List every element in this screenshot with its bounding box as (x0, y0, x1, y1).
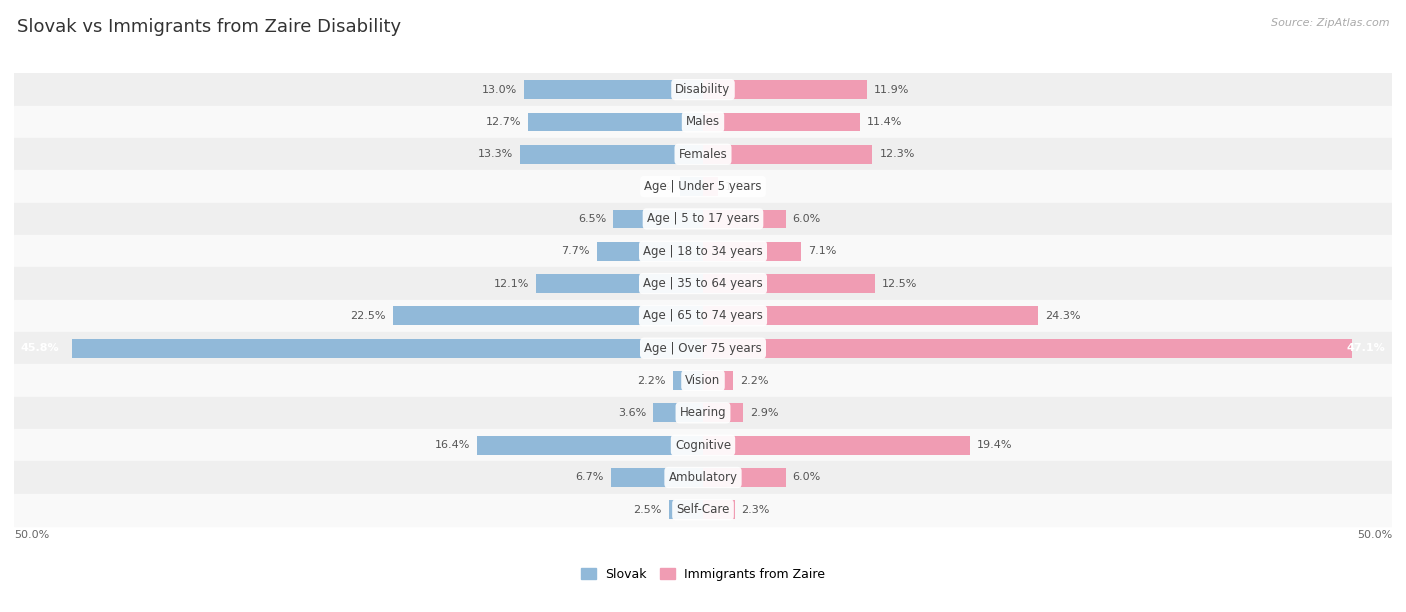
Bar (529, 113, 703, 132)
Text: 3.6%: 3.6% (619, 408, 647, 418)
Bar (14, 332, 1392, 364)
Text: Age | Under 5 years: Age | Under 5 years (644, 180, 762, 193)
Text: Females: Females (679, 147, 727, 161)
Bar (703, 339, 1353, 357)
Bar (703, 80, 868, 99)
Bar (14, 429, 1392, 461)
Text: 2.5%: 2.5% (633, 505, 662, 515)
Bar (703, 436, 970, 455)
Bar (14, 73, 1392, 106)
Bar (14, 364, 1392, 397)
Text: 6.0%: 6.0% (793, 214, 821, 224)
Bar (14, 138, 1392, 170)
Text: Cognitive: Cognitive (675, 439, 731, 452)
Text: 12.3%: 12.3% (879, 149, 915, 159)
Text: 13.0%: 13.0% (482, 84, 517, 95)
Text: Disability: Disability (675, 83, 731, 96)
Bar (703, 501, 735, 519)
Text: 2.9%: 2.9% (749, 408, 779, 418)
Bar (14, 397, 1392, 429)
Bar (679, 177, 703, 196)
Text: 12.5%: 12.5% (882, 278, 918, 288)
Text: 2.2%: 2.2% (637, 376, 666, 386)
Bar (598, 242, 703, 261)
Text: Age | 35 to 64 years: Age | 35 to 64 years (643, 277, 763, 290)
Bar (703, 145, 873, 163)
Bar (703, 209, 786, 228)
Bar (14, 461, 1392, 494)
Bar (72, 339, 703, 357)
Text: Source: ZipAtlas.com: Source: ZipAtlas.com (1271, 18, 1389, 28)
Text: 6.0%: 6.0% (793, 472, 821, 482)
Bar (654, 403, 703, 422)
Bar (520, 145, 703, 163)
Text: 12.1%: 12.1% (494, 278, 530, 288)
Text: Males: Males (686, 116, 720, 129)
Text: 16.4%: 16.4% (434, 440, 470, 450)
Bar (703, 371, 734, 390)
Bar (392, 307, 703, 325)
Text: 7.1%: 7.1% (807, 246, 837, 256)
Bar (14, 494, 1392, 526)
Bar (703, 113, 860, 132)
Text: 2.2%: 2.2% (740, 376, 769, 386)
Bar (703, 403, 742, 422)
Text: 45.8%: 45.8% (21, 343, 59, 353)
Bar (14, 267, 1392, 300)
Text: Self-Care: Self-Care (676, 503, 730, 517)
Text: 1.7%: 1.7% (644, 182, 672, 192)
Bar (703, 177, 718, 196)
Text: 2.3%: 2.3% (741, 505, 770, 515)
Text: 7.7%: 7.7% (561, 246, 591, 256)
Bar (14, 203, 1392, 235)
Bar (669, 501, 703, 519)
Text: 11.4%: 11.4% (868, 117, 903, 127)
Bar (14, 235, 1392, 267)
Bar (14, 300, 1392, 332)
Bar (14, 106, 1392, 138)
Text: 12.7%: 12.7% (485, 117, 522, 127)
Bar (703, 274, 875, 293)
Bar (14, 170, 1392, 203)
Legend: Slovak, Immigrants from Zaire: Slovak, Immigrants from Zaire (575, 563, 831, 586)
Bar (703, 468, 786, 487)
Text: 24.3%: 24.3% (1045, 311, 1080, 321)
Text: 22.5%: 22.5% (350, 311, 387, 321)
Text: Age | 65 to 74 years: Age | 65 to 74 years (643, 310, 763, 323)
Text: Age | Over 75 years: Age | Over 75 years (644, 341, 762, 355)
Text: 13.3%: 13.3% (478, 149, 513, 159)
Text: Hearing: Hearing (679, 406, 727, 419)
Bar (703, 242, 801, 261)
Text: Age | 5 to 17 years: Age | 5 to 17 years (647, 212, 759, 225)
Text: Slovak vs Immigrants from Zaire Disability: Slovak vs Immigrants from Zaire Disabili… (17, 18, 401, 36)
Bar (610, 468, 703, 487)
Text: 11.9%: 11.9% (875, 84, 910, 95)
Bar (477, 436, 703, 455)
Bar (672, 371, 703, 390)
Text: 50.0%: 50.0% (1357, 530, 1392, 540)
Text: Age | 18 to 34 years: Age | 18 to 34 years (643, 245, 763, 258)
Text: Vision: Vision (685, 374, 721, 387)
Text: 47.1%: 47.1% (1347, 343, 1385, 353)
Text: 19.4%: 19.4% (977, 440, 1012, 450)
Text: 6.7%: 6.7% (575, 472, 603, 482)
Text: Ambulatory: Ambulatory (668, 471, 738, 484)
Bar (703, 307, 1038, 325)
Text: 1.1%: 1.1% (725, 182, 754, 192)
Bar (524, 80, 703, 99)
Bar (613, 209, 703, 228)
Bar (536, 274, 703, 293)
Text: 50.0%: 50.0% (14, 530, 49, 540)
Text: 6.5%: 6.5% (578, 214, 606, 224)
